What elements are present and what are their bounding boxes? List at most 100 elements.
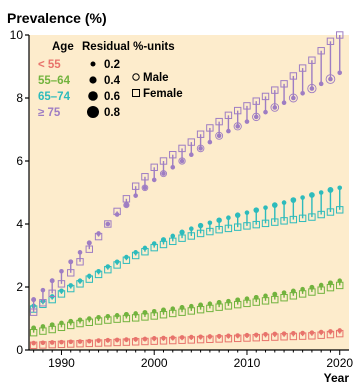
- male-open-point: [49, 322, 55, 328]
- male-point: [337, 185, 343, 191]
- male-open-point: [307, 83, 317, 94]
- male-point: [198, 302, 203, 308]
- female-point: [178, 234, 186, 242]
- male-point: [235, 333, 240, 338]
- male-point: [170, 306, 176, 312]
- male-point: [328, 76, 333, 82]
- male-open-point: [86, 240, 92, 246]
- female-point: [326, 208, 335, 216]
- male-open-point: [216, 217, 222, 223]
- female-point: [336, 206, 344, 214]
- female-point: [326, 37, 335, 45]
- male-point: [272, 331, 278, 337]
- female-point: [261, 92, 270, 101]
- male-point: [253, 207, 259, 213]
- male-point: [161, 237, 166, 243]
- male-point: [161, 307, 166, 313]
- male-point: [96, 314, 101, 320]
- male-open-point: [141, 184, 149, 192]
- male-point: [318, 81, 324, 87]
- male-point: [281, 290, 287, 295]
- male-point: [281, 100, 287, 106]
- male-point: [124, 337, 129, 342]
- male-point: [300, 195, 305, 200]
- male-point: [68, 283, 74, 288]
- male-point: [337, 70, 343, 76]
- male-open-point: [309, 284, 315, 290]
- male-point: [281, 331, 287, 336]
- male-point: [189, 303, 194, 309]
- male-point: [114, 337, 120, 343]
- y-tick-label: 2: [16, 280, 23, 294]
- male-point: [151, 241, 157, 246]
- male-open-point: [271, 202, 278, 208]
- female-point: [215, 225, 223, 234]
- female-point: [169, 151, 177, 159]
- male-open-point: [215, 131, 224, 140]
- y-tick-label: 0: [16, 343, 23, 357]
- male-open-point: [216, 299, 222, 305]
- male-open-point: [252, 112, 261, 122]
- male-point: [142, 336, 148, 342]
- male-point: [281, 200, 287, 205]
- male-point: [105, 337, 111, 343]
- female-point: [271, 86, 279, 94]
- male-point: [216, 133, 222, 139]
- male-point: [114, 313, 120, 318]
- male-point: [189, 226, 194, 232]
- male-point: [272, 291, 278, 297]
- legend-size-dot: [89, 76, 97, 84]
- chart-title: Prevalence (%): [7, 10, 107, 26]
- male-point: [328, 280, 333, 286]
- male-open-point: [290, 288, 296, 294]
- male-point: [226, 298, 231, 304]
- male-point: [40, 324, 46, 329]
- male-point: [318, 282, 324, 288]
- male-point: [235, 124, 240, 129]
- male-point: [77, 317, 83, 323]
- male-open-point: [49, 278, 55, 284]
- female-point: [178, 144, 186, 153]
- male-point: [133, 311, 138, 316]
- female-point: [289, 72, 298, 80]
- male-point: [133, 250, 138, 255]
- legend-male-symbol: [132, 73, 140, 81]
- male-open-point: [327, 280, 333, 286]
- x-tick-label: 2000: [141, 356, 168, 370]
- x-tick-label: 2020: [326, 356, 353, 370]
- male-point: [244, 210, 250, 215]
- male-open-point: [31, 325, 37, 331]
- male-point: [96, 231, 101, 236]
- male-point: [68, 339, 74, 345]
- male-open-point: [179, 229, 185, 235]
- female-point: [187, 232, 196, 240]
- male-open-point: [309, 192, 315, 198]
- series-0: [29, 328, 344, 349]
- male-point: [235, 212, 240, 218]
- male-open-point: [178, 157, 186, 165]
- male-open-point: [270, 103, 280, 112]
- female-point: [206, 227, 214, 236]
- male-point: [170, 233, 176, 239]
- male-open-point: [161, 307, 166, 313]
- data-marks: [29, 31, 344, 349]
- female-point: [67, 269, 75, 277]
- male-open-point: [123, 202, 130, 209]
- x-axis-label: Year: [324, 371, 350, 384]
- female-point: [233, 223, 242, 231]
- male-point: [198, 223, 203, 228]
- male-point: [31, 340, 36, 346]
- male-point: [189, 334, 194, 340]
- male-open-point: [234, 212, 241, 218]
- female-point: [85, 245, 93, 253]
- male-point: [40, 340, 46, 346]
- male-point: [207, 220, 213, 226]
- male-point: [49, 322, 55, 328]
- male-point: [86, 338, 92, 344]
- legend-age-title: Age: [52, 41, 74, 53]
- legend-female-symbol: [132, 89, 140, 97]
- male-point: [216, 217, 222, 223]
- male-point: [151, 177, 157, 183]
- male-point: [96, 268, 101, 274]
